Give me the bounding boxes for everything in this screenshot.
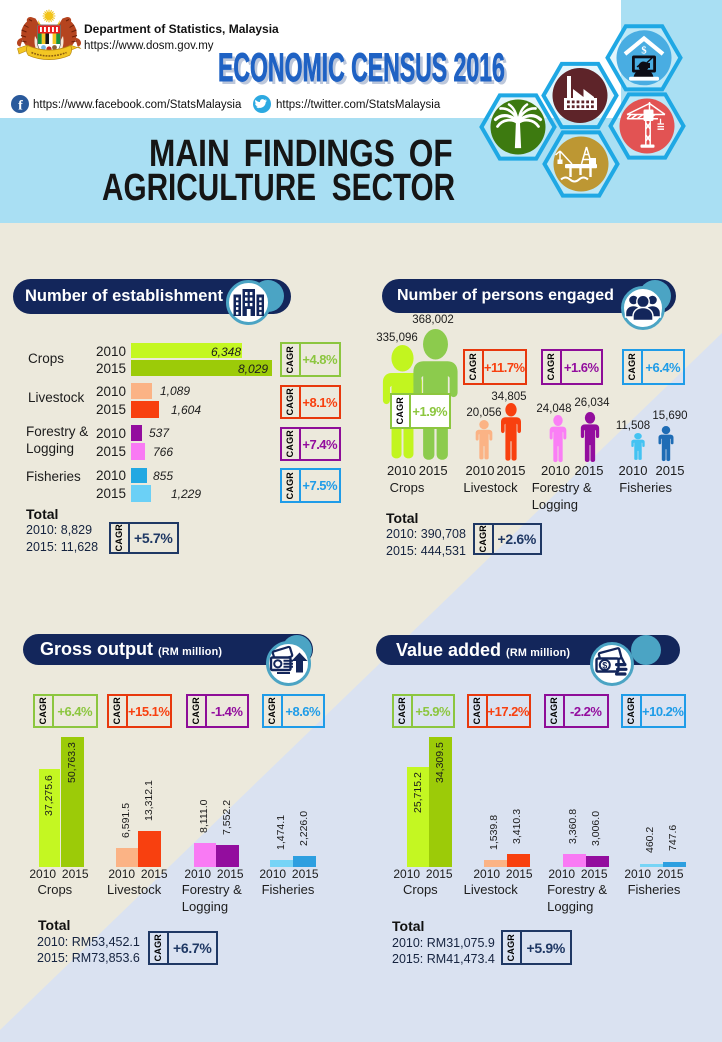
svg-text:$: $ <box>641 46 646 57</box>
svg-text:$: $ <box>602 660 607 670</box>
svg-text:f: f <box>18 99 23 114</box>
